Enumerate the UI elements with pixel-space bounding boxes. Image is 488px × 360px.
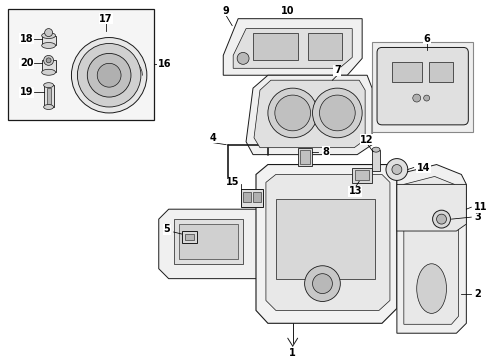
Ellipse shape [43,104,54,109]
Ellipse shape [43,83,54,87]
Bar [173,219,243,264]
Polygon shape [403,176,457,324]
Text: 11: 11 [473,202,487,212]
Circle shape [43,55,54,65]
Circle shape [304,266,340,301]
Polygon shape [253,80,365,148]
Text: 12: 12 [360,135,373,145]
Text: 17: 17 [99,14,113,24]
Text: 3: 3 [473,212,480,222]
Circle shape [77,44,141,107]
Bar [252,32,297,60]
Ellipse shape [371,147,379,152]
Circle shape [312,274,332,293]
Circle shape [312,88,362,138]
Circle shape [237,53,248,64]
Polygon shape [255,165,396,323]
Text: 15: 15 [226,177,240,188]
Ellipse shape [41,32,56,39]
Bar [184,234,194,240]
Bar [252,192,261,202]
Bar [354,171,368,180]
Circle shape [87,53,131,97]
Text: 13: 13 [348,186,361,196]
Text: 16: 16 [158,59,171,69]
Ellipse shape [41,69,56,75]
Bar [371,150,379,171]
Text: 20: 20 [20,58,33,68]
Circle shape [412,94,420,102]
Text: 2: 2 [473,288,480,298]
Circle shape [97,63,121,87]
Polygon shape [223,19,362,75]
Bar [178,224,238,259]
Circle shape [71,37,146,113]
Text: 5: 5 [163,224,170,234]
Bar [299,150,309,163]
Polygon shape [245,75,371,154]
Circle shape [391,165,401,175]
Text: 7: 7 [333,65,340,75]
Circle shape [46,58,51,63]
Bar [391,62,421,82]
Circle shape [385,159,407,180]
Bar [41,60,56,72]
Bar [41,36,56,45]
Text: 18: 18 [20,33,33,44]
Text: 4: 4 [209,133,216,143]
Text: 9: 9 [223,6,229,16]
Text: 14: 14 [416,162,429,172]
Circle shape [267,88,317,138]
Circle shape [423,95,429,101]
Text: 10: 10 [281,6,294,16]
Ellipse shape [416,264,446,313]
Bar [371,42,472,132]
Bar [43,85,54,107]
Ellipse shape [41,42,56,49]
Polygon shape [159,209,267,279]
Circle shape [432,210,449,228]
Text: 8: 8 [322,147,329,157]
Circle shape [274,95,310,131]
Polygon shape [396,165,466,333]
Bar [243,192,250,202]
Text: 1: 1 [289,348,295,358]
Polygon shape [265,175,389,310]
Bar [46,88,50,104]
Bar [297,148,311,166]
Bar [275,199,374,279]
Bar [181,231,197,243]
Circle shape [436,214,446,224]
Text: 6: 6 [423,33,429,44]
Circle shape [44,28,53,37]
Text: 19: 19 [20,87,33,97]
Bar [428,62,452,82]
Bar [307,32,342,60]
Circle shape [319,95,354,131]
FancyBboxPatch shape [376,48,468,125]
Bar [351,167,371,183]
Bar [8,9,154,120]
Polygon shape [233,28,351,68]
Bar [241,189,263,207]
Polygon shape [396,184,466,231]
